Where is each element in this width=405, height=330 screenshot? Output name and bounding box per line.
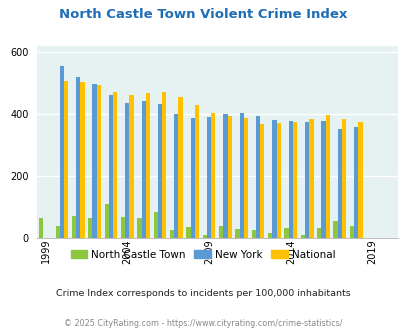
Bar: [333, 221, 337, 238]
Bar: [194, 105, 198, 238]
Bar: [125, 103, 129, 238]
Bar: [137, 218, 141, 238]
Bar: [321, 121, 325, 238]
Bar: [145, 93, 149, 238]
Bar: [170, 230, 174, 238]
Bar: [227, 116, 231, 238]
Bar: [129, 95, 133, 238]
Text: © 2025 CityRating.com - https://www.cityrating.com/crime-statistics/: © 2025 CityRating.com - https://www.city…: [64, 319, 341, 328]
Bar: [243, 118, 247, 238]
Bar: [162, 92, 166, 238]
Bar: [325, 115, 329, 238]
Text: North Castle Town Violent Crime Index: North Castle Town Violent Crime Index: [59, 8, 346, 21]
Bar: [223, 114, 227, 238]
Bar: [72, 216, 76, 238]
Bar: [39, 218, 43, 238]
Bar: [178, 96, 182, 238]
Bar: [341, 119, 345, 238]
Bar: [174, 114, 178, 238]
Bar: [141, 101, 145, 238]
Bar: [218, 226, 223, 238]
Bar: [284, 228, 288, 238]
Bar: [276, 123, 280, 238]
Bar: [239, 113, 243, 238]
Text: Crime Index corresponds to incidents per 100,000 inhabitants: Crime Index corresponds to incidents per…: [55, 289, 350, 298]
Bar: [349, 226, 353, 238]
Bar: [337, 129, 341, 238]
Bar: [260, 124, 264, 238]
Bar: [316, 228, 321, 238]
Bar: [358, 121, 362, 238]
Bar: [272, 120, 276, 238]
Bar: [55, 226, 60, 238]
Bar: [92, 84, 96, 238]
Bar: [121, 216, 125, 238]
Bar: [288, 121, 292, 238]
Bar: [190, 118, 194, 238]
Bar: [235, 229, 239, 238]
Bar: [251, 230, 255, 238]
Legend: North Castle Town, New York, National: North Castle Town, New York, National: [66, 246, 339, 264]
Bar: [109, 95, 113, 238]
Bar: [255, 116, 260, 238]
Bar: [80, 82, 84, 238]
Bar: [207, 117, 211, 238]
Bar: [353, 127, 358, 238]
Bar: [304, 122, 309, 238]
Bar: [300, 235, 304, 238]
Bar: [202, 235, 207, 238]
Bar: [267, 233, 272, 238]
Bar: [158, 104, 162, 238]
Bar: [211, 113, 215, 238]
Bar: [76, 77, 80, 238]
Bar: [104, 204, 109, 238]
Bar: [113, 92, 117, 238]
Bar: [153, 212, 158, 238]
Bar: [309, 119, 313, 238]
Bar: [186, 227, 190, 238]
Bar: [292, 122, 296, 238]
Bar: [64, 82, 68, 238]
Bar: [96, 85, 101, 238]
Bar: [88, 217, 92, 238]
Bar: [60, 66, 64, 238]
